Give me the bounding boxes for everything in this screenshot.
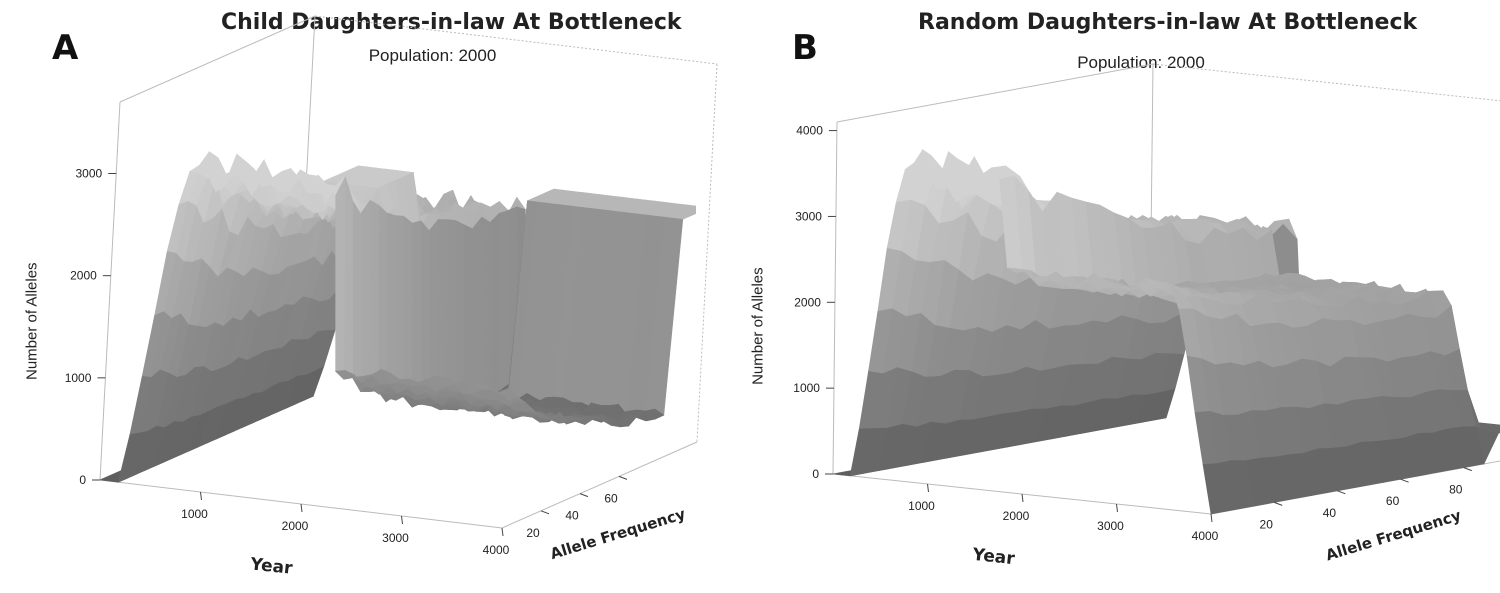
box-edge [501, 441, 698, 529]
panel-b: B Random Daughters-in-law At Bottleneck … [750, 0, 1500, 593]
x-tick-mark [200, 491, 202, 501]
surface-facet [463, 224, 473, 399]
z-axis-label: Number of Alleles [23, 262, 40, 380]
chart-title-b: Random Daughters-in-law At Bottleneck [918, 10, 1418, 35]
y-tick-label: 80 [1449, 483, 1463, 497]
x-tick-mark [401, 515, 403, 525]
chart-subtitle-a: Population: 2000 [368, 46, 497, 65]
box-edge [99, 101, 121, 481]
surface-facet [455, 220, 465, 400]
x-axis-label: Year [971, 545, 1017, 569]
x-tick-label: 4000 [483, 543, 510, 557]
surface-B [832, 148, 1500, 515]
z-tick-label: 3000 [795, 209, 822, 223]
z-tick-label: 1000 [793, 381, 820, 395]
box-edge [119, 15, 316, 103]
surface-facet [489, 212, 500, 398]
x-tick-mark [1021, 493, 1024, 503]
z-tick-label: 2000 [794, 295, 821, 309]
x-tick-mark [927, 483, 929, 493]
x-tick-mark [300, 503, 303, 513]
y-tick-mark [1337, 490, 1346, 495]
surface-facet [420, 219, 430, 401]
surface-facet [411, 220, 422, 401]
box-edge [314, 15, 718, 65]
y-tick-label: 40 [565, 509, 579, 523]
z-tick-label: 1000 [65, 371, 92, 385]
surface-plot-a: 0 1000 2000 3000 1000 2000 3000 4000 20 40 60 Numbe… [23, 15, 718, 579]
y-tick-mark [1400, 478, 1409, 483]
x-tick-label: 2000 [282, 519, 309, 533]
y-tick-mark [579, 493, 589, 498]
surface-facet [1202, 463, 1226, 515]
surface-facet [360, 199, 371, 392]
surface-facet [335, 176, 346, 380]
chart-subtitle-b: Population: 2000 [1077, 53, 1205, 72]
y-tick-mark [618, 475, 628, 480]
x-axis-label: Year [248, 554, 294, 578]
box-edge [836, 63, 1154, 123]
x-tick-mark [501, 527, 504, 537]
x-tick-label: 3000 [382, 531, 409, 545]
x-tick-label: 1000 [181, 507, 208, 521]
y-tick-mark [1463, 467, 1472, 472]
surface-facet [394, 215, 405, 398]
y-tick-label: 20 [526, 526, 540, 540]
z-tick-label: 2000 [70, 269, 97, 283]
surface-facet [403, 215, 413, 401]
surface-facet [446, 219, 456, 406]
chart-title-a: Child Daughters-in-law At Bottleneck [221, 10, 682, 35]
y-tick-label: 60 [604, 491, 618, 505]
x-tick-mark [1210, 513, 1213, 523]
y-tick-mark [1274, 501, 1283, 506]
box-edge [696, 63, 718, 443]
surface-A [98, 150, 696, 483]
x-tick-label: 4000 [1192, 529, 1219, 543]
z-axis-label: Number of Alleles [750, 267, 767, 385]
surface-facet [352, 199, 362, 393]
y-tick-label: 40 [1323, 506, 1337, 520]
y-tick-mark [540, 510, 550, 515]
surface-plot-b: 0 1000 2000 3000 4000 1000 2000 3000 4000 20 40 60 8… [750, 63, 1500, 569]
surface-facet [368, 199, 379, 393]
box-edge [1152, 63, 1500, 102]
z-tick-label: 4000 [796, 124, 823, 138]
surface-facet [472, 216, 483, 399]
x-tick-label: 3000 [1097, 519, 1124, 533]
panel-letter-a: A [52, 28, 79, 68]
x-tick-label: 1000 [908, 499, 935, 513]
z-tick-label: 0 [79, 473, 86, 487]
box-edge [832, 121, 838, 475]
panel-a: A Child Daughters-in-law At Bottleneck P… [23, 10, 718, 579]
surface-facet [498, 210, 509, 392]
y-tick-label: 20 [1260, 517, 1274, 531]
y-axis-label: Allele Frequency [1324, 506, 1464, 564]
x-tick-label: 2000 [1003, 509, 1030, 523]
surface-facet [481, 216, 491, 398]
panel-letter-b: B [792, 28, 818, 68]
x-tick-mark [1116, 503, 1118, 513]
z-tick-label: 0 [812, 467, 819, 481]
y-tick-label: 60 [1386, 494, 1400, 508]
surface-facet [499, 387, 519, 401]
z-tick-label: 3000 [76, 167, 103, 181]
